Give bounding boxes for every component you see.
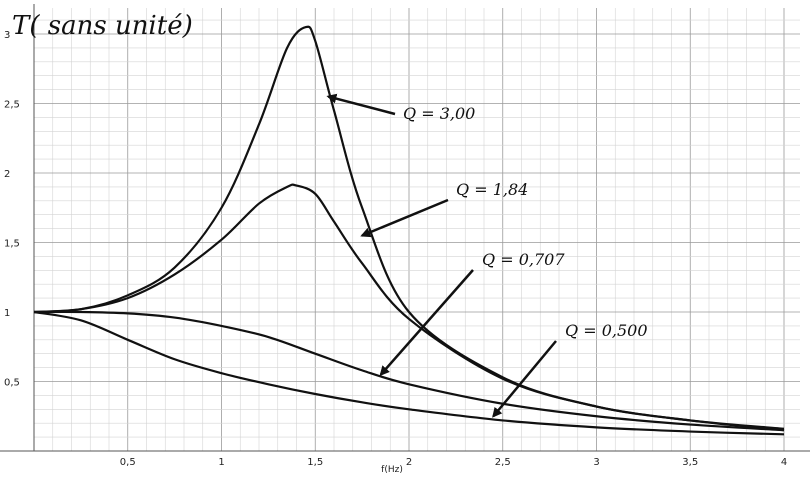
chart-curves (33, 25, 785, 436)
chart-axes (0, 4, 810, 452)
x-tick-label: 3,5 (682, 457, 698, 468)
chart-ticks: 0,5 1 1,5 2 2,5 3 3,5 4 0,5 1 1,5 2 2,5 3 (4, 30, 787, 468)
x-tick-label: 1,5 (307, 457, 323, 468)
annotation-arrow (379, 269, 474, 377)
series-line-3 (33, 310, 785, 436)
series-line-2 (33, 310, 785, 432)
y-tick-label: 2 (4, 169, 10, 180)
annotation-label: Q = 0,707 (482, 250, 565, 269)
y-tick-label: 1,5 (4, 239, 20, 250)
y-tick-label: 1 (4, 308, 10, 319)
chart-grid (33, 8, 800, 452)
chart-annotations: Q = 3,00 Q = 1,84 Q = 0,707 Q = 0,500 (326, 93, 648, 418)
x-tick-label: 0,5 (120, 457, 136, 468)
annotation-arrow (492, 340, 557, 418)
y-tick-label: 3 (4, 30, 10, 41)
annotation-label: Q = 3,00 (403, 104, 475, 123)
annotation-arrow (360, 198, 449, 238)
series-line-1 (33, 183, 785, 432)
annotation-label: Q = 0,500 (565, 321, 648, 340)
y-tick-label: 2,5 (4, 100, 20, 111)
annotation-arrow (326, 93, 396, 116)
y-tick-label: 0,5 (4, 378, 20, 389)
x-tick-label: 2,5 (495, 457, 511, 468)
x-axis-label: f(Hz) (381, 465, 403, 475)
x-tick-label: 3 (593, 457, 599, 468)
annotation-label: Q = 1,84 (456, 180, 528, 199)
x-tick-label: 2 (406, 457, 412, 468)
x-tick-label: 4 (781, 457, 787, 468)
y-axis-label: T( sans unité) (12, 11, 193, 41)
x-tick-label: 1 (218, 457, 224, 468)
